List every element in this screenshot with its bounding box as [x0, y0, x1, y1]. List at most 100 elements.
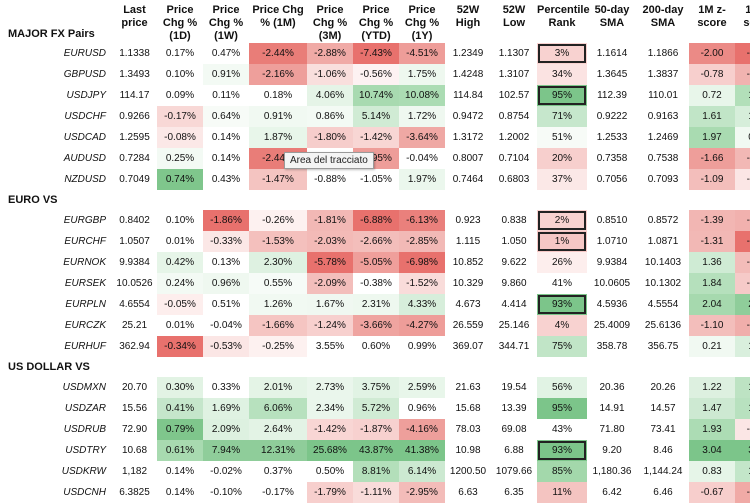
table-cell: 0.72: [689, 85, 735, 106]
table-cell: 0.7284: [119, 153, 150, 164]
table-cell: 71.80: [599, 424, 625, 435]
table-cell: 0.8754: [498, 111, 530, 122]
table-cell: 0.11%: [212, 90, 240, 101]
table-cell: 1.2349: [452, 48, 484, 59]
table-cell: 362.94: [119, 341, 150, 352]
table-cell: 25.146: [498, 320, 530, 331]
table-cell: 37%: [537, 169, 587, 190]
table-cell: -0.78: [689, 64, 735, 85]
table-cell: 78.03: [455, 424, 481, 435]
table-cell: -1.73: [735, 482, 750, 503]
table-cell: -0.67: [689, 482, 735, 503]
table-cell: 2.25: [735, 294, 750, 315]
table-cell: 0.33%: [211, 382, 241, 393]
table-cell: 1.69%: [203, 398, 249, 419]
table-cell: -1.86%: [203, 210, 249, 231]
table-cell: 1.16: [735, 106, 750, 127]
table-cell: 0.74%: [157, 169, 203, 190]
table-cell: -2.95%: [399, 482, 445, 503]
table-cell: 0.9163: [647, 111, 679, 122]
table-cell: 1.2469: [647, 132, 679, 143]
table-cell: -1.26: [735, 64, 750, 85]
table-cell: 41%: [551, 278, 572, 289]
table-cell: 0.47%: [211, 48, 241, 59]
col-header-chg-1w: Price Chg % (1W): [208, 4, 244, 42]
table-row: USDMXN 20.70 0.30% 0.33% 2.01% 2.73% 3.75% 2.59…: [4, 377, 750, 398]
table-cell: 0.41%: [157, 398, 203, 419]
table-cell: -2.88%: [307, 43, 353, 64]
pair-name: GBPUSD: [63, 69, 106, 80]
table-cell: 0.7104: [498, 153, 530, 164]
table-cell: -1.81%: [307, 210, 353, 231]
table-cell: 25.6136: [644, 320, 682, 331]
table-cell: 0.01%: [165, 236, 195, 247]
table-cell: -3.64%: [399, 127, 445, 148]
table-cell: 1.36: [689, 252, 735, 273]
section-header-row: EURO VS: [4, 190, 750, 210]
table-row: EURPLN 4.6554 -0.05% 0.51% 1.26% 1.67% 2.31% 4.…: [4, 294, 750, 315]
pair-name: NZDUSD: [64, 174, 106, 185]
table-cell: 25.68%: [307, 440, 353, 461]
table-cell: 0.01%: [165, 320, 195, 331]
table-row: EURCHF 1.0507 0.01% -0.33% -1.53% -2.03% -2.66…: [4, 231, 750, 252]
table-cell: 0.17%: [165, 48, 195, 59]
table-cell: -7.43%: [353, 43, 399, 64]
section-header-row: US DOLLAR VS: [4, 357, 750, 377]
table-cell: 2.09%: [203, 419, 249, 440]
table-cell: 6.42: [602, 487, 622, 498]
pair-name: USDKRW: [61, 466, 106, 477]
table-cell: 0.64%: [203, 106, 249, 127]
table-cell: 10.0526: [116, 278, 153, 289]
table-cell: 25.21: [121, 320, 148, 331]
table-cell: 0.91%: [249, 106, 307, 127]
table-cell: 4.33%: [399, 294, 445, 315]
table-cell: 4.5936: [596, 299, 628, 310]
table-cell: -1.39: [689, 210, 735, 231]
table-cell: 1%: [537, 231, 587, 252]
table-cell: -0.25%: [249, 336, 307, 357]
table-cell: -1.06%: [307, 64, 353, 85]
table-cell: 10.98: [455, 445, 481, 456]
table-cell: 3.55%: [315, 341, 345, 352]
table-cell: -0.33%: [203, 231, 249, 252]
table-cell: 0.42%: [157, 252, 203, 273]
table-cell: -0.38%: [360, 278, 392, 289]
table-cell: 10.0605: [593, 278, 631, 289]
table-cell: 1.0871: [647, 236, 679, 247]
table-cell: -1.45: [735, 210, 750, 231]
pair-name: USDCAD: [63, 132, 106, 143]
table-cell: 0.14%: [211, 153, 241, 164]
table-cell: 1,144.24: [643, 466, 683, 477]
table-row: USDRUB 72.90 0.79% 2.09% 2.64% -1.42% -1.87% -4…: [4, 419, 750, 440]
col-header-chg-1m: Price Chg % (1M): [252, 4, 304, 29]
table-cell: -0.26%: [249, 210, 307, 231]
table-cell: 0.50%: [315, 466, 345, 477]
table-row: AUDUSD0.72840.25%0.14%-2.44%1.93%-4.95%-…: [4, 148, 750, 169]
table-cell: 1.4248: [452, 69, 484, 80]
table-cell: -0.04%: [406, 153, 438, 164]
table-cell: 0.9266: [119, 111, 150, 122]
table-row: USDJPY 114.17 0.09% 0.11% 0.18% 4.06% 10.74% 10…: [4, 85, 750, 106]
table-cell: 10.74%: [353, 85, 399, 106]
table-row: USDZAR 15.56 0.41% 1.69% 6.06% 2.34% 5.72% 0.96…: [4, 398, 750, 419]
table-cell: 0.30%: [157, 377, 203, 398]
table-cell: 344.71: [498, 341, 530, 352]
table-cell: 2.34%: [307, 398, 353, 419]
table-cell: 7.94%: [203, 440, 249, 461]
pair-name: USDTRY: [65, 445, 106, 456]
table-cell: 25.4009: [593, 320, 631, 331]
table-cell: 72.90: [121, 424, 148, 435]
table-cell: 0.91%: [203, 64, 249, 85]
table-cell: 1.97%: [399, 169, 445, 190]
table-cell: -0.08%: [157, 127, 203, 148]
table-cell: -1.52%: [399, 273, 445, 294]
table-cell: 4.673: [455, 299, 481, 310]
table-cell: 1,182: [121, 466, 148, 477]
table-cell: 4.5554: [647, 299, 679, 310]
table-cell: 43.87%: [353, 440, 399, 461]
table-cell: 0.18%: [263, 90, 293, 101]
pair-name: EURUSD: [63, 48, 106, 59]
table-cell: 9.9384: [596, 257, 628, 268]
table-cell: 5.14%: [353, 106, 399, 127]
table-cell: 1.72%: [399, 106, 445, 127]
